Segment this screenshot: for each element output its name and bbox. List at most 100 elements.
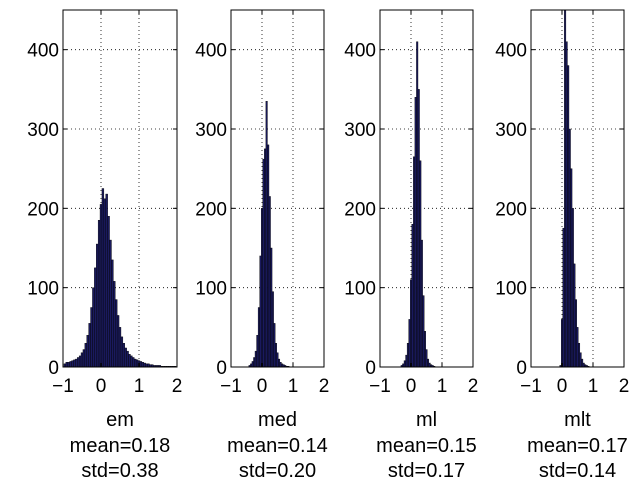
mean-label: mean=0.14 (227, 435, 328, 457)
histogram-bar (261, 208, 263, 367)
histogram-bar (582, 362, 585, 367)
histogram-bar (97, 220, 101, 367)
x-tick-label: 2 (619, 376, 630, 397)
x-tick-label: 2 (468, 376, 479, 397)
histogram-bar (75, 358, 78, 367)
x-tick-label: 2 (172, 376, 183, 397)
histogram-bar (581, 358, 584, 367)
histogram-bar (88, 323, 91, 367)
histogram-bar (268, 196, 271, 367)
histogram-bar (419, 160, 422, 367)
mean-label: mean=0.17 (527, 435, 628, 457)
y-tick-label: 300 (195, 120, 227, 141)
histogram-bar (405, 354, 408, 367)
histogram-bar (92, 287, 95, 367)
histogram-bar (128, 354, 131, 367)
histogram-bars (63, 188, 177, 367)
histogram-bar (99, 204, 103, 367)
histogram-bar (276, 352, 279, 367)
histogram-bar (576, 327, 579, 367)
histogram-bar (82, 349, 86, 367)
x-tick-label: 0 (257, 376, 268, 397)
histogram-bar (134, 358, 137, 367)
histogram-bar (86, 335, 89, 367)
y-tick-label: 100 (27, 279, 59, 300)
std-label: std=0.38 (81, 460, 158, 482)
histogram-bar (573, 263, 576, 367)
histogram-bar (270, 247, 273, 367)
histogram-bar (273, 323, 276, 367)
histogram-bar (253, 357, 256, 367)
histogram-bar (69, 361, 72, 367)
y-tick-label: 400 (344, 41, 376, 62)
histogram-bar (84, 343, 87, 367)
histogram-bar (571, 208, 574, 367)
histogram-bar (65, 362, 68, 367)
histogram-bar (105, 193, 108, 367)
histogram-bar (251, 361, 254, 367)
histogram-bar (143, 362, 146, 367)
histogram-bar (267, 144, 270, 367)
histogram-bar (425, 349, 428, 367)
histogram-bar (567, 65, 570, 367)
histogram-bar (96, 243, 99, 367)
histogram-bar (422, 295, 425, 367)
y-tick-label: 200 (344, 199, 376, 220)
histogram-bar (420, 239, 423, 367)
histogram-bar (578, 343, 581, 367)
std-label: std=0.17 (388, 460, 465, 482)
histogram-bar (256, 335, 259, 367)
y-tick-label: 0 (48, 358, 59, 379)
x-tick-label: 1 (437, 376, 448, 397)
histogram-bars (248, 101, 290, 367)
x-tick-label: 1 (288, 376, 299, 397)
histogram-bar (118, 327, 122, 367)
histogram-bar (71, 360, 74, 367)
histogram-bar (111, 259, 114, 367)
axes-frame (530, 9, 625, 368)
std-label: std=0.14 (539, 460, 616, 482)
histogram-bar (406, 343, 409, 367)
histogram-bar (278, 358, 281, 367)
histogram-bar (570, 168, 573, 367)
x-axis-label: ml (416, 409, 437, 431)
y-tick-label: 0 (216, 358, 227, 379)
histogram-bar (103, 198, 106, 367)
histogram-bar (120, 336, 124, 367)
x-tick-label: −1 (52, 376, 74, 397)
histogram-bar (427, 358, 430, 367)
histogram-bar (562, 227, 565, 367)
histogram-bar (417, 89, 420, 367)
y-tick-label: 400 (495, 41, 527, 62)
histogram-bar (94, 267, 97, 367)
histogram-bar (67, 362, 70, 367)
histogram-bar (90, 307, 93, 367)
y-tick-label: 200 (27, 199, 59, 220)
histogram-bars (400, 41, 436, 367)
y-tick-label: 200 (195, 199, 227, 220)
histogram-bar (574, 299, 577, 367)
y-tick-label: 0 (365, 358, 376, 379)
histogram-bar (416, 41, 419, 367)
histogram-bar (124, 347, 127, 367)
histogram-bar (126, 350, 129, 367)
histogram-bar (135, 359, 139, 367)
x-tick-label: 2 (319, 376, 330, 397)
y-tick-label: 0 (516, 358, 527, 379)
histogram-bar (561, 319, 563, 367)
axes-frame (230, 9, 325, 368)
x-axis-label: med (258, 409, 297, 431)
x-tick-label: 0 (406, 376, 417, 397)
histogram-bar (101, 188, 105, 367)
histogram-bar (132, 357, 135, 367)
histogram-bar (257, 307, 260, 367)
histogram-bar (279, 362, 282, 367)
y-tick-label: 300 (344, 120, 376, 141)
histogram-bar (77, 357, 80, 367)
histogram-bar (139, 361, 143, 367)
